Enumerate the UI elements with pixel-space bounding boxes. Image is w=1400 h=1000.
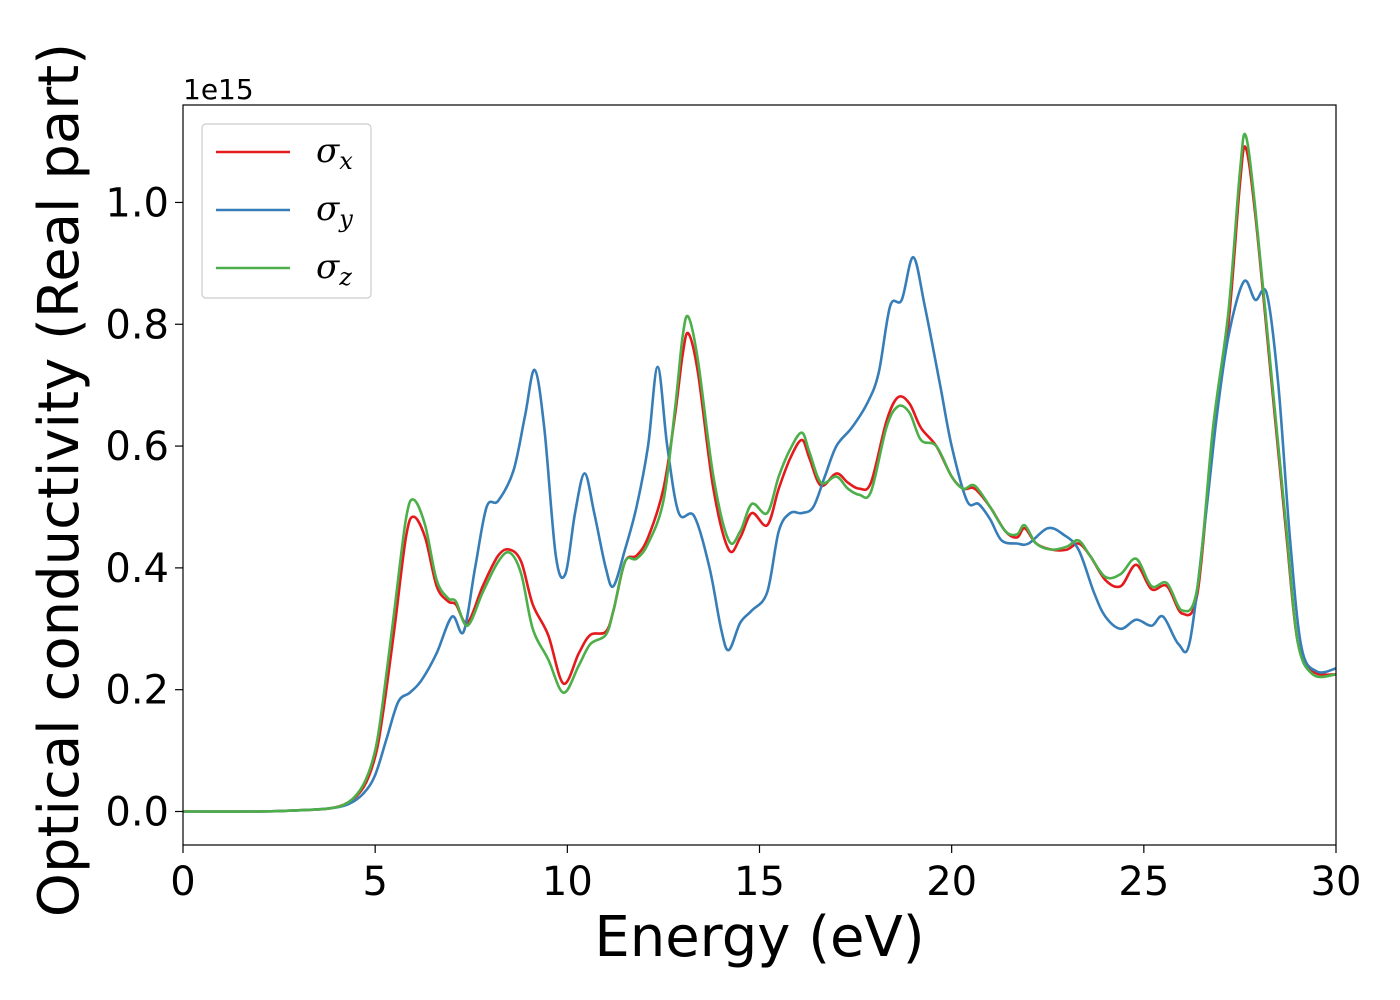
y-offset-text: 1e15 [183, 73, 254, 106]
x-axis: 0 5 10 15 20 25 30 [170, 845, 1361, 905]
y-axis-title: Optical conductivity (Real part) [27, 43, 92, 917]
legend-label-sigma-x: σx [316, 131, 353, 175]
x-tick-label: 20 [926, 859, 977, 905]
y-tick-label: 0.2 [105, 668, 169, 714]
y-axis: 0.0 0.2 0.4 0.6 0.8 1.0 [105, 180, 183, 836]
x-tick-label: 0 [170, 859, 195, 905]
y-tick-label: 0.0 [105, 790, 169, 836]
x-tick-label: 25 [1118, 859, 1169, 905]
y-tick-label: 0.8 [105, 302, 169, 348]
legend: σx σy σz [201, 123, 372, 299]
y-tick-label: 0.6 [105, 424, 169, 470]
legend-label-sigma-y: σy [316, 189, 353, 233]
y-tick-label: 0.4 [105, 546, 169, 592]
x-tick-label: 15 [734, 859, 785, 905]
x-axis-title: Energy (eV) [594, 905, 924, 970]
series-line-sigma-z [183, 132, 1336, 813]
series-line-sigma-y [183, 255, 1336, 813]
x-tick-label: 5 [362, 859, 387, 905]
legend-label-sigma-z: σz [316, 247, 352, 291]
series-layer [183, 132, 1336, 813]
x-tick-label: 10 [542, 859, 593, 905]
x-tick-label: 30 [1311, 859, 1362, 905]
y-tick-label: 1.0 [105, 180, 169, 226]
plot-area [182, 104, 1337, 846]
